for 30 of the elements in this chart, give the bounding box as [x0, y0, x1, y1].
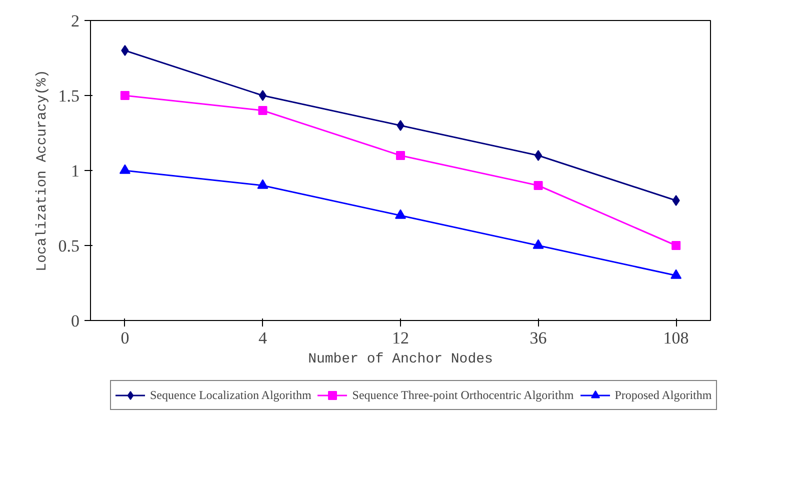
- point: [121, 45, 129, 56]
- y-axis-title: Localization Accuracy(%): [34, 70, 50, 272]
- point: [257, 179, 268, 189]
- point: [395, 209, 406, 219]
- point: [396, 120, 404, 131]
- y-tick-label: 2: [71, 12, 80, 30]
- x-axis-title: Number of Anchor Nodes: [308, 352, 493, 368]
- legend-label: Sequence Localization Algorithm: [150, 388, 312, 402]
- y-tick-label: 1: [71, 162, 80, 180]
- point: [534, 150, 542, 161]
- x-tick-label: 108: [663, 328, 689, 348]
- point: [672, 241, 681, 250]
- point: [258, 90, 267, 101]
- point: [120, 91, 130, 100]
- x-tick-label: 4: [258, 328, 268, 348]
- x-tick-label: 12: [392, 328, 409, 348]
- y-tick-label: 0: [71, 312, 80, 330]
- x-tick-label: 0: [120, 328, 130, 348]
- legend-label: Proposed Algorithm: [614, 388, 712, 402]
- legend-label: Sequence Three-point Orthocentric Algorithm: [352, 388, 574, 402]
- point: [258, 106, 268, 115]
- point: [532, 239, 544, 249]
- y-tick-label: 1.5: [58, 86, 80, 106]
- point: [670, 269, 682, 279]
- point: [672, 195, 680, 206]
- point: [534, 181, 543, 190]
- point: [119, 164, 130, 174]
- x-tick-label: 36: [530, 328, 547, 348]
- point: [396, 151, 405, 160]
- y-tick-label: 0.5: [58, 236, 80, 256]
